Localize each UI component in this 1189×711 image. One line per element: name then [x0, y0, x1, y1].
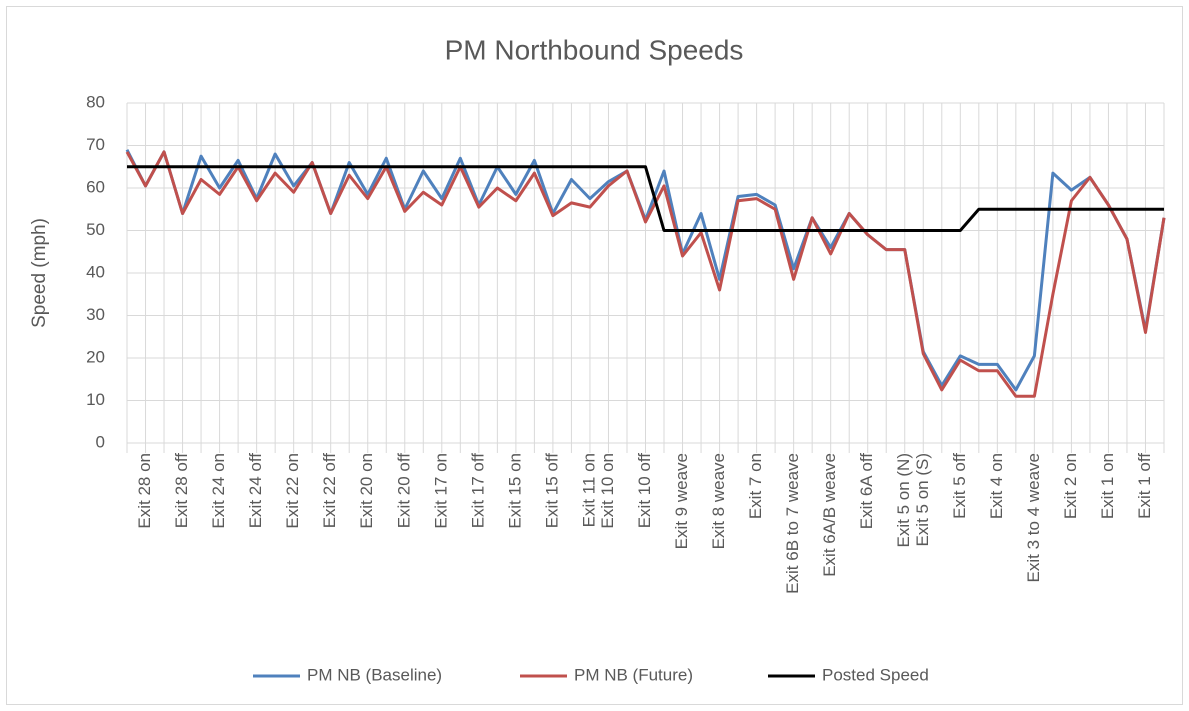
legend-label: PM NB (Baseline) [307, 665, 442, 684]
y-tick-label: 80 [86, 92, 105, 111]
y-tick-label: 0 [96, 432, 105, 451]
y-tick-label: 40 [86, 262, 105, 281]
y-tick-label: 20 [86, 347, 105, 366]
x-tick-label: Exit 11 on [579, 453, 598, 527]
x-tick-label: Exit 20 off [394, 453, 413, 529]
x-tick-label: Exit 28 on [135, 453, 154, 529]
x-tick-label: Exit 28 off [172, 453, 191, 529]
x-tick-label: Exit 6B to 7 weave [783, 453, 802, 594]
x-tick-label: Exit 1 off [1135, 453, 1154, 519]
x-tick-label: Exit 20 on [357, 453, 376, 529]
x-tick-label: Exit 22 off [320, 453, 339, 529]
y-axis-label: Speed (mph) [29, 218, 50, 328]
series-line [127, 165, 1164, 232]
y-tick-label: 70 [86, 135, 105, 154]
x-tick-label: Exit 3 to 4 weave [1024, 453, 1043, 582]
x-tick-label: Exit 24 off [246, 453, 265, 529]
x-tick-label: Exit 15 on [505, 453, 524, 529]
y-tick-label: 10 [86, 390, 105, 409]
series-line [125, 150, 1166, 398]
chart-border [6, 6, 1183, 705]
x-tick-label: Exit 9 weave [672, 453, 691, 549]
x-tick-label: Exit 5 off [950, 453, 969, 519]
y-tick-label: 60 [86, 177, 105, 196]
y-tick-label: 50 [86, 220, 105, 239]
x-tick-label: Exit 5 on (S) [913, 453, 932, 547]
x-tick-label: Exit 17 off [468, 453, 487, 529]
x-tick-label: Exit 7 on [746, 453, 765, 519]
x-tick-label: Exit 1 on [1098, 453, 1117, 519]
legend-label: PM NB (Future) [574, 665, 693, 684]
chart-title: PM Northbound Speeds [445, 34, 744, 65]
x-tick-label: Exit 8 weave [709, 453, 728, 549]
x-tick-label: Exit 4 on [987, 453, 1006, 519]
x-tick-label: Exit 10 on [598, 453, 617, 529]
x-tick-label: Exit 10 off [635, 453, 654, 529]
x-tick-label: Exit 24 on [209, 453, 228, 529]
x-tick-label: Exit 22 on [283, 453, 302, 529]
x-tick-label: Exit 2 on [1061, 453, 1080, 519]
x-tick-label: Exit 6A/B weave [820, 453, 839, 577]
legend-label: Posted Speed [822, 665, 929, 684]
x-tick-label: Exit 5 on (N) [894, 453, 913, 547]
y-tick-label: 30 [86, 305, 105, 324]
x-tick-label: Exit 15 off [542, 453, 561, 529]
x-tick-label: Exit 17 on [431, 453, 450, 529]
x-tick-label: Exit 6A off [857, 453, 876, 530]
